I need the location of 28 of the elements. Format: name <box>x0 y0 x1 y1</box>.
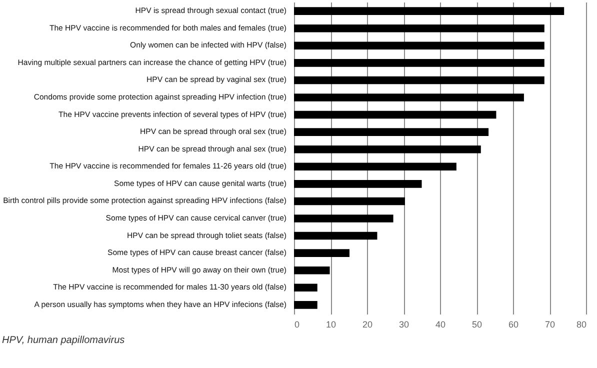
x-tick-label: 40 <box>435 320 446 330</box>
bar <box>294 284 318 292</box>
bar <box>294 232 378 240</box>
bar <box>294 7 564 15</box>
x-tick-label: 70 <box>544 320 556 330</box>
bar <box>294 214 394 222</box>
bar <box>294 42 544 50</box>
x-tick-label: 10 <box>326 320 336 330</box>
bar <box>294 59 544 67</box>
bar <box>294 249 350 257</box>
text: HPV, human papillomavirus <box>2 335 126 346</box>
x-tick-label: 30 <box>398 320 410 330</box>
x-tick-label: 60 <box>508 320 519 330</box>
bar <box>294 197 405 206</box>
bar <box>294 76 544 84</box>
bar <box>294 145 481 154</box>
bar <box>294 301 318 309</box>
bar <box>294 266 330 274</box>
x-tick-label: 80 <box>576 320 586 330</box>
bar <box>294 24 544 32</box>
bar <box>294 110 496 119</box>
x-tick-label: 50 <box>472 320 482 330</box>
bar <box>294 128 489 136</box>
bar <box>294 94 524 102</box>
bar <box>294 162 456 171</box>
bar <box>294 180 422 188</box>
x-tick-label: 0 <box>294 320 300 330</box>
x-tick-label: 20 <box>362 320 373 330</box>
